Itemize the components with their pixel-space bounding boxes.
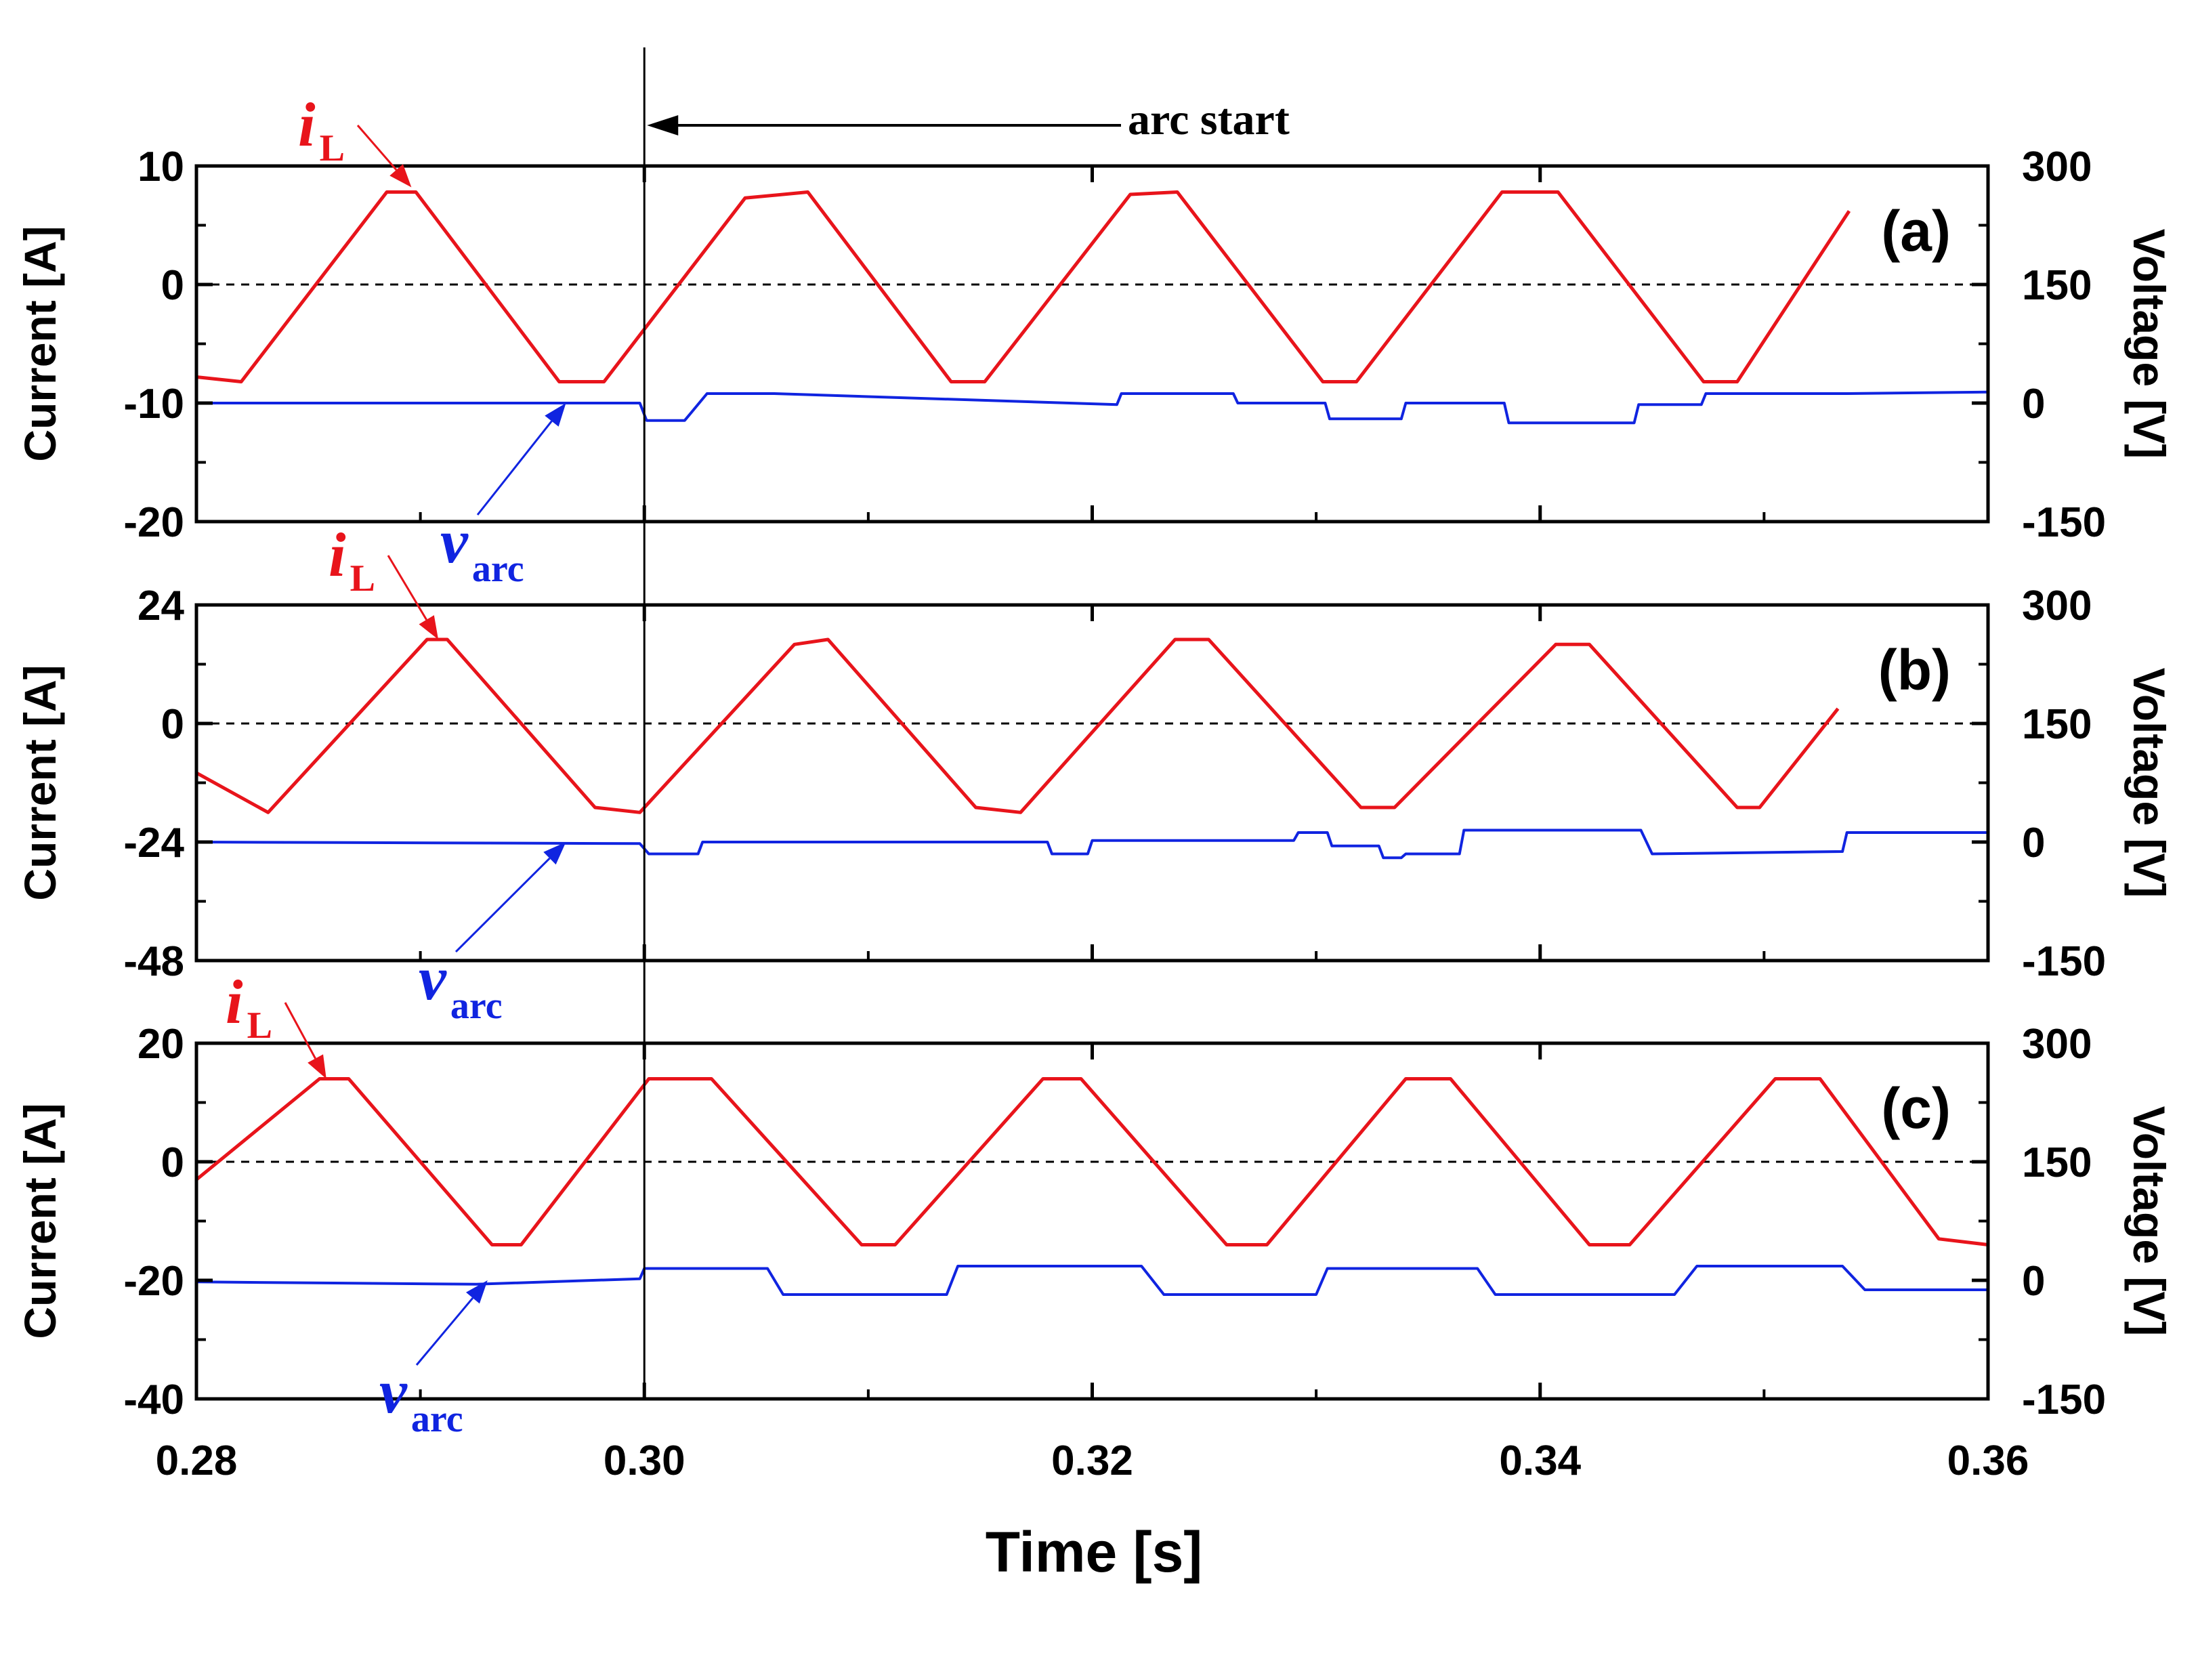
label-arrow (415, 1297, 474, 1366)
chart-panels: 10 0 -10 -20 300 150 0 -150 Current [A] Voltage [… (15, 90, 2174, 1484)
y2-tick-label: 150 (2022, 262, 2092, 309)
arc-start-arrowhead (647, 115, 679, 135)
series-line-varc (196, 390, 1988, 425)
x-tick-label: 0.34 (1499, 1437, 1581, 1484)
y-tick-label: -20 (123, 499, 184, 546)
y-tick-label: 0 (161, 1139, 184, 1186)
x-tick-label: 0.28 (156, 1437, 238, 1484)
x-tick-label: 0.30 (604, 1437, 685, 1484)
label-arrow (476, 420, 553, 516)
y2-tick-label: -150 (2022, 499, 2106, 546)
arc-start-annotation: arc start (1128, 95, 1290, 144)
varc-series-label: v arc (440, 507, 524, 590)
x-tick-label: 0.36 (1947, 1437, 2029, 1484)
y2-tick-label: 300 (2022, 583, 2092, 629)
label-arrowhead (419, 615, 439, 640)
series-group (196, 1077, 1988, 1296)
y2-tick-label: 0 (2022, 381, 2045, 427)
plot-frame (194, 1041, 1990, 1401)
varc-series-label: v arc (379, 1357, 463, 1440)
y-tick-label: -10 (123, 381, 184, 427)
label-arrow (387, 555, 427, 621)
y-tick-label: -24 (123, 820, 184, 866)
panel-c: 20 0 -20 -40 300 150 0 -150 Current [A] Voltage [… (15, 967, 2174, 1440)
series-line-varc (196, 828, 1988, 860)
series-group (196, 637, 1988, 860)
panel-label: (b) (1878, 638, 1951, 702)
y2-tick-label: 300 (2022, 144, 2092, 190)
panel-b: 24 0 -24 -48 300 150 0 -150 Current [A] Voltage [… (15, 520, 2174, 1027)
y-tick-label: 0 (161, 701, 184, 748)
series-line-varc (196, 1265, 1988, 1296)
y-axis-title: Current [A] (15, 226, 65, 461)
y2-tick-label: 150 (2022, 1139, 2092, 1186)
varc-series-label: v arc (419, 944, 503, 1027)
y2-tick-label: -150 (2022, 938, 2106, 985)
label-arrowhead (543, 842, 566, 865)
label-arrowhead (466, 1280, 488, 1304)
y2-tick-label: -150 (2022, 1377, 2106, 1423)
x-tick-label: 0.32 (1051, 1437, 1133, 1484)
y-tick-label: 10 (138, 144, 184, 190)
y-tick-label: 0 (161, 262, 184, 309)
label-arrow (356, 125, 398, 171)
panel-a: 10 0 -10 -20 300 150 0 -150 Current [A] Voltage [… (15, 90, 2174, 590)
series-line-iL (196, 637, 1840, 814)
series-group (196, 190, 1988, 425)
y2-axis-title: Voltage [V] (2124, 1106, 2174, 1337)
panel-label: (a) (1881, 199, 1951, 263)
y2-tick-label: 0 (2022, 820, 2045, 866)
panel-label: (c) (1881, 1076, 1951, 1140)
label-arrowhead (308, 1054, 326, 1079)
series-line-iL (196, 1077, 1988, 1246)
y-tick-label: -20 (123, 1258, 184, 1305)
y2-axis-title: Voltage [V] (2124, 229, 2174, 459)
chart-overlay: arc start Time [s] (643, 47, 1290, 1584)
y-tick-label: 24 (138, 583, 184, 629)
y-tick-label: -40 (123, 1377, 184, 1423)
y-tick-label: 20 (138, 1021, 184, 1068)
label-arrowhead (545, 403, 566, 427)
plot-frame (194, 164, 1990, 524)
y2-axis-title: Voltage [V] (2124, 668, 2174, 898)
y2-tick-label: 300 (2022, 1021, 2092, 1068)
y-axis-title: Current [A] (15, 1103, 65, 1339)
label-arrow (284, 1002, 316, 1059)
y2-tick-label: 0 (2022, 1258, 2045, 1305)
label-arrow (455, 857, 551, 953)
x-axis-title: Time [s] (986, 1520, 1203, 1584)
y-tick-label: -48 (123, 938, 184, 985)
label-arrowhead (389, 164, 412, 188)
y-axis-title: Current [A] (15, 665, 65, 900)
y2-tick-label: 150 (2022, 701, 2092, 748)
series-line-iL (196, 190, 1851, 383)
